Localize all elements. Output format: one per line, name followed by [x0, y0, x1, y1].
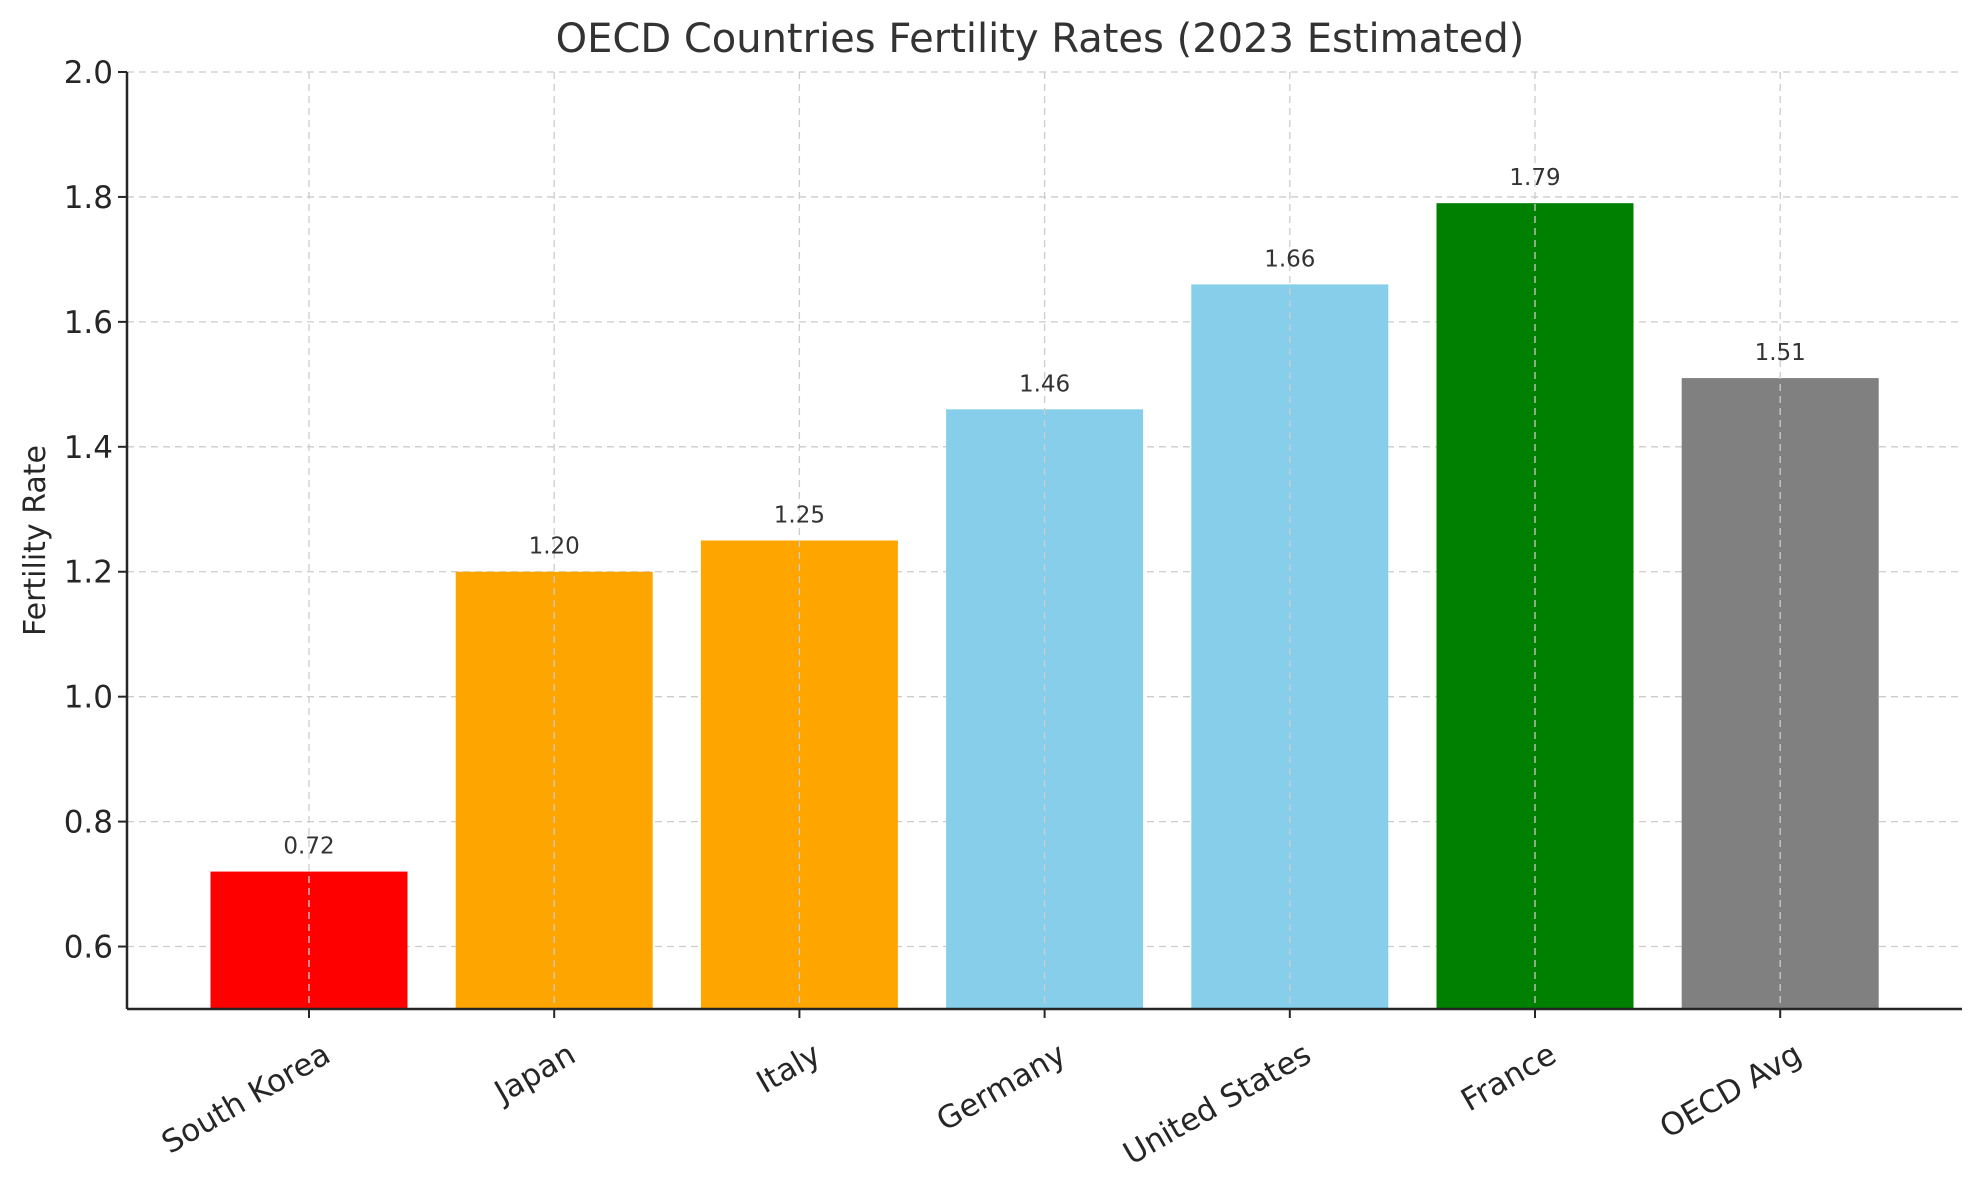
x-tick-label-group: South Korea — [156, 1036, 337, 1161]
y-tick-label: 1.6 — [64, 305, 113, 341]
x-ticks: South Korea Japan Italy Germany United State… — [156, 1009, 1808, 1172]
data-label: 1.51 — [1755, 340, 1806, 366]
y-tick-label: 1.8 — [64, 180, 113, 216]
x-tick-label-group: France — [1455, 1036, 1562, 1119]
y-tick-label: 1.0 — [64, 680, 113, 716]
y-tick-label: 2.0 — [64, 55, 113, 91]
data-label: 1.66 — [1264, 246, 1315, 272]
y-ticks: 0.6 0.8 1.0 1.2 1.4 1.6 1.8 2.0 — [64, 55, 127, 966]
y-tick-label: 0.8 — [64, 805, 113, 841]
x-tick-label-group: Japan — [487, 1036, 582, 1111]
x-tick-label: United States — [1117, 1036, 1317, 1172]
x-tick-label: Italy — [751, 1036, 827, 1101]
x-tick-label: OECD Avg — [1654, 1036, 1808, 1146]
y-tick-label: 1.2 — [64, 555, 113, 591]
y-axis-label: Fertility Rate — [18, 445, 53, 636]
x-tick-label-group: OECD Avg — [1654, 1036, 1808, 1146]
data-label: 0.72 — [283, 834, 334, 860]
x-tick-label: France — [1455, 1036, 1562, 1119]
data-label: 1.25 — [774, 503, 825, 529]
y-tick-label: 1.4 — [64, 430, 113, 466]
data-label: 1.46 — [1019, 371, 1070, 397]
x-tick-label-group: United States — [1117, 1036, 1317, 1172]
vertical-gridlines — [308, 72, 1781, 1009]
x-tick-label: Germany — [931, 1036, 1072, 1138]
chart-title: OECD Countries Fertility Rates (2023 Est… — [556, 16, 1525, 62]
x-tick-label-group: Italy — [751, 1036, 827, 1101]
data-label: 1.79 — [1509, 165, 1560, 191]
x-tick-label: South Korea — [156, 1036, 337, 1161]
x-tick-label-group: Germany — [931, 1036, 1072, 1138]
x-tick-label: Japan — [487, 1036, 582, 1111]
y-tick-label: 0.6 — [64, 930, 113, 966]
data-label: 1.20 — [529, 534, 580, 560]
data-labels: 0.72 1.20 1.25 1.46 1.66 1.79 1.51 — [283, 165, 1805, 859]
